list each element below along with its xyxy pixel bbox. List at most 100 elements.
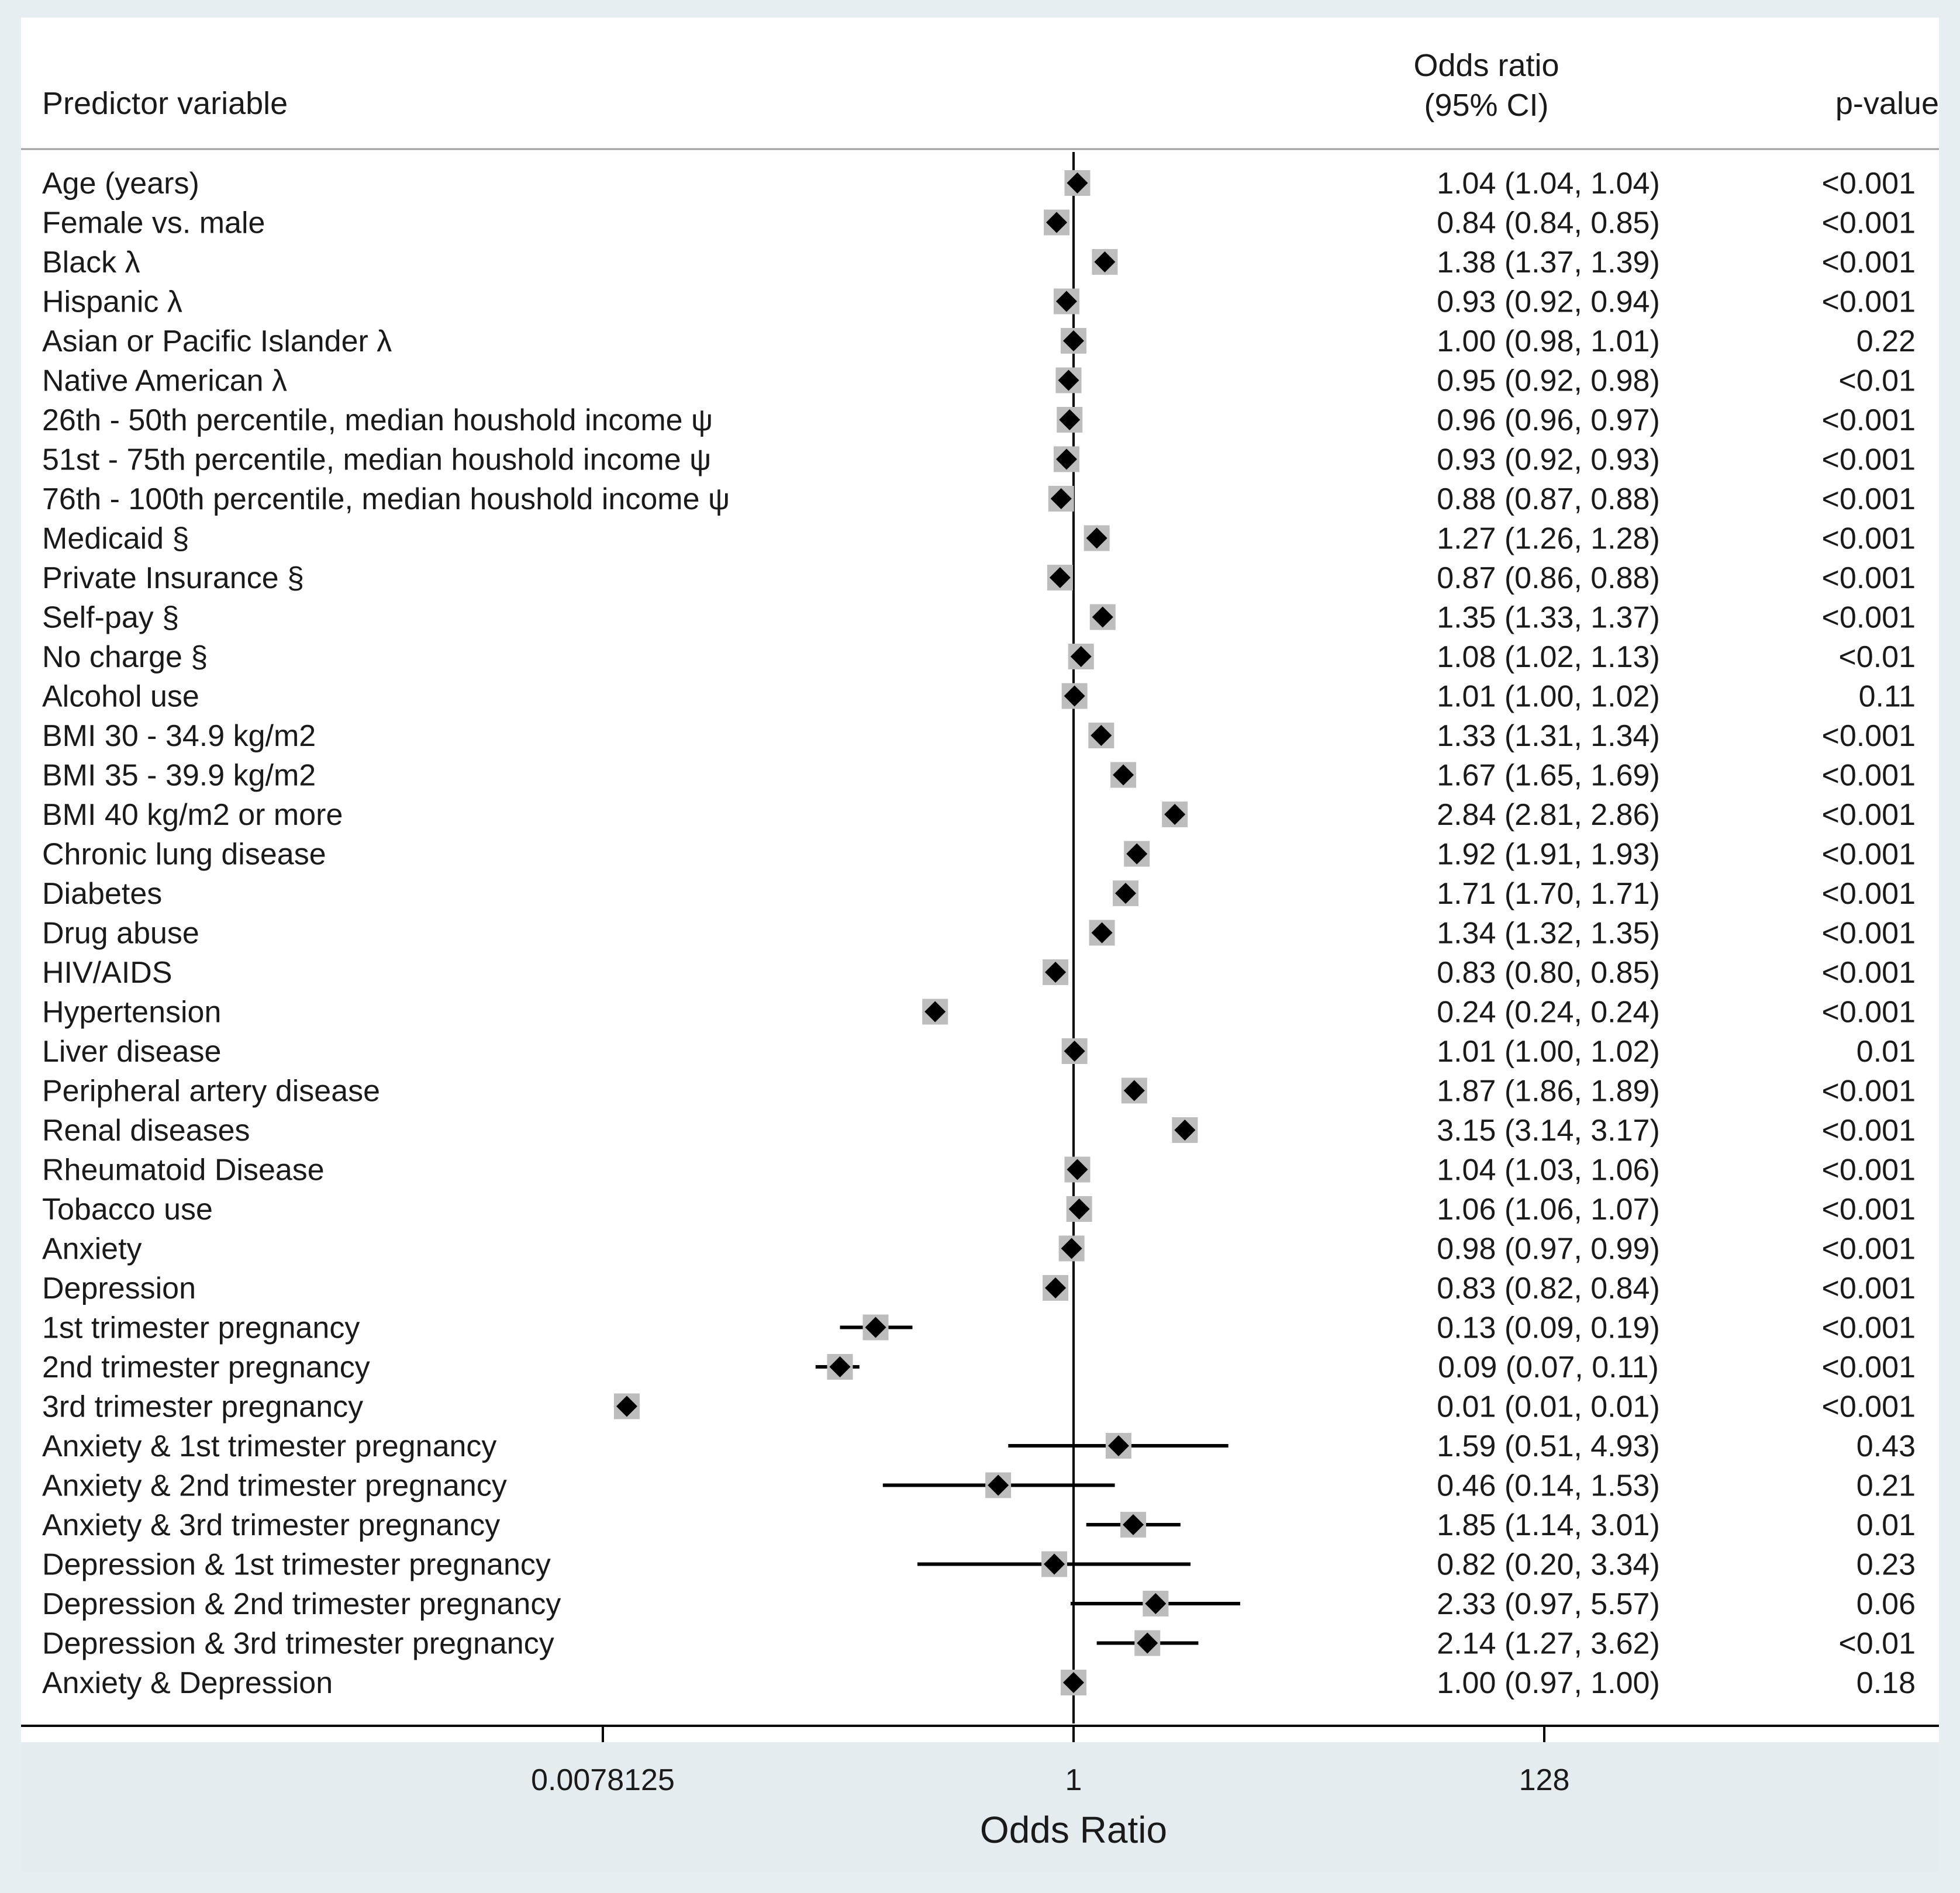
odds-ratio-value: 1.34 (1.32, 1.35): [1437, 917, 1660, 951]
row-label: BMI 30 - 34.9 kg/m2: [42, 719, 316, 753]
odds-ratio-value: 0.98 (0.97, 0.99): [1437, 1232, 1660, 1266]
odds-ratio-value: 0.01 (0.01, 0.01): [1437, 1390, 1660, 1424]
point-estimate-marker: [1050, 488, 1072, 509]
p-value: <0.001: [1822, 1232, 1916, 1266]
p-value: 0.23: [1857, 1548, 1916, 1582]
x-tick-label: 128: [1519, 1763, 1570, 1797]
x-tick-label: 0.0078125: [531, 1763, 675, 1797]
point-estimate-marker: [1123, 1514, 1144, 1535]
odds-ratio-value: 1.04 (1.04, 1.04): [1437, 167, 1660, 201]
odds-ratio-value: 0.24 (0.24, 0.24): [1437, 996, 1660, 1030]
row-label: Diabetes: [42, 877, 162, 911]
x-axis-band: [21, 1742, 1939, 1872]
forest-plot-figure: Predictor variable Odds ratio (95% CI) p…: [21, 18, 1939, 1872]
point-estimate-marker: [1055, 291, 1077, 312]
p-value: <0.001: [1822, 403, 1916, 437]
point-estimate-marker: [1045, 962, 1067, 983]
point-estimate-marker: [1049, 567, 1071, 588]
p-value: <0.01: [1838, 640, 1916, 674]
p-value: <0.001: [1822, 917, 1916, 951]
odds-ratio-value: 0.13 (0.09, 0.19): [1437, 1311, 1660, 1345]
p-value: <0.001: [1822, 482, 1916, 516]
point-estimate-marker: [1092, 606, 1113, 628]
row-label: 26th - 50th percentile, median houshold …: [42, 403, 713, 437]
point-estimate-marker: [829, 1356, 851, 1377]
row-label: Drug abuse: [42, 917, 199, 951]
odds-ratio-value: 1.08 (1.02, 1.13): [1437, 640, 1660, 674]
p-value: <0.001: [1822, 1311, 1916, 1345]
point-estimate-marker: [1045, 1277, 1067, 1298]
row-label: 51st - 75th percentile, median houshold …: [42, 443, 711, 477]
point-estimate-marker: [988, 1474, 1009, 1496]
odds-ratio-value: 1.01 (1.00, 1.02): [1437, 1035, 1660, 1069]
odds-ratio-value: 1.00 (0.97, 1.00): [1437, 1666, 1660, 1700]
row-label: Anxiety: [42, 1232, 142, 1266]
odds-ratio-value: 2.14 (1.27, 3.62): [1437, 1627, 1660, 1661]
odds-ratio-value: 0.83 (0.82, 0.84): [1437, 1272, 1660, 1305]
p-value: 0.18: [1857, 1666, 1916, 1700]
odds-ratio-value: 0.83 (0.80, 0.85): [1437, 956, 1660, 990]
odds-ratio-value: 1.87 (1.86, 1.89): [1437, 1075, 1660, 1108]
header-predictor: Predictor variable: [42, 86, 288, 121]
p-value: 0.21: [1857, 1469, 1916, 1503]
header-pvalue: p-value: [1835, 86, 1939, 121]
row-label: Self-pay §: [42, 601, 179, 635]
p-value: <0.001: [1822, 601, 1916, 635]
point-estimate-marker: [1059, 409, 1081, 430]
row-label: Hispanic λ: [42, 285, 182, 319]
p-value: <0.001: [1822, 246, 1916, 279]
odds-ratio-value: 1.01 (1.00, 1.02): [1437, 680, 1660, 714]
p-value: 0.01: [1857, 1508, 1916, 1542]
p-value: <0.001: [1822, 996, 1916, 1030]
row-label: Female vs. male: [42, 206, 265, 240]
row-label: Asian or Pacific Islander λ: [42, 324, 392, 358]
row-label: Anxiety & Depression: [42, 1666, 333, 1700]
row-label: Anxiety & 1st trimester pregnancy: [42, 1429, 496, 1463]
header-ci: (95% CI): [1424, 88, 1549, 123]
p-value: <0.001: [1822, 443, 1916, 477]
p-value: <0.001: [1822, 285, 1916, 319]
row-label: 1st trimester pregnancy: [42, 1311, 360, 1345]
x-tick-label: 1: [1065, 1763, 1082, 1797]
odds-ratio-value: 0.87 (0.86, 0.88): [1437, 561, 1660, 595]
p-value: 0.22: [1857, 324, 1916, 358]
odds-ratio-value: 1.06 (1.06, 1.07): [1437, 1193, 1660, 1227]
p-value: <0.001: [1822, 1153, 1916, 1187]
odds-ratio-value: 1.85 (1.14, 3.01): [1437, 1508, 1660, 1542]
row-label: Black λ: [42, 246, 140, 279]
odds-ratio-value: 1.33 (1.31, 1.34): [1437, 719, 1660, 753]
p-value: 0.06: [1857, 1587, 1916, 1621]
row-label: 76th - 100th percentile, median houshold…: [42, 482, 730, 516]
row-label: Renal diseases: [42, 1114, 250, 1148]
point-estimate-marker: [1091, 725, 1112, 746]
p-value: <0.001: [1822, 798, 1916, 832]
odds-ratio-value: 1.92 (1.91, 1.93): [1437, 838, 1660, 872]
p-value: <0.001: [1822, 838, 1916, 872]
point-estimate-marker: [1137, 1632, 1158, 1654]
p-value: <0.001: [1822, 561, 1916, 595]
row-label: Private Insurance §: [42, 561, 304, 595]
point-estimate-marker: [1164, 804, 1186, 825]
odds-ratio-value: 1.00 (0.98, 1.01): [1437, 324, 1660, 358]
point-estimate-marker: [1063, 330, 1084, 351]
odds-ratio-value: 1.27 (1.26, 1.28): [1437, 522, 1660, 556]
odds-ratio-value: 0.09 (0.07, 0.11): [1438, 1350, 1659, 1384]
point-estimate-marker: [1145, 1593, 1167, 1614]
row-label: Peripheral artery disease: [42, 1075, 380, 1108]
p-value: <0.001: [1822, 1193, 1916, 1227]
row-label: BMI 35 - 39.9 kg/m2: [42, 759, 316, 793]
p-value: 0.43: [1857, 1429, 1916, 1463]
row-label: Tobacco use: [42, 1193, 213, 1227]
odds-ratio-value: 0.82 (0.20, 3.34): [1437, 1548, 1660, 1582]
odds-ratio-value: 1.04 (1.03, 1.06): [1437, 1153, 1660, 1187]
point-estimate-marker: [1126, 843, 1148, 865]
p-value: <0.001: [1822, 877, 1916, 911]
point-estimate-marker: [1064, 1041, 1085, 1062]
row-label: 3rd trimester pregnancy: [42, 1390, 363, 1424]
odds-ratio-value: 0.88 (0.87, 0.88): [1437, 482, 1660, 516]
point-estimate-marker: [1064, 685, 1085, 707]
odds-ratio-value: 0.93 (0.92, 0.93): [1437, 443, 1660, 477]
row-label: Rheumatoid Disease: [42, 1153, 325, 1187]
odds-ratio-value: 0.84 (0.84, 0.85): [1437, 206, 1660, 240]
row-label: Depression & 3rd trimester pregnancy: [42, 1627, 554, 1661]
